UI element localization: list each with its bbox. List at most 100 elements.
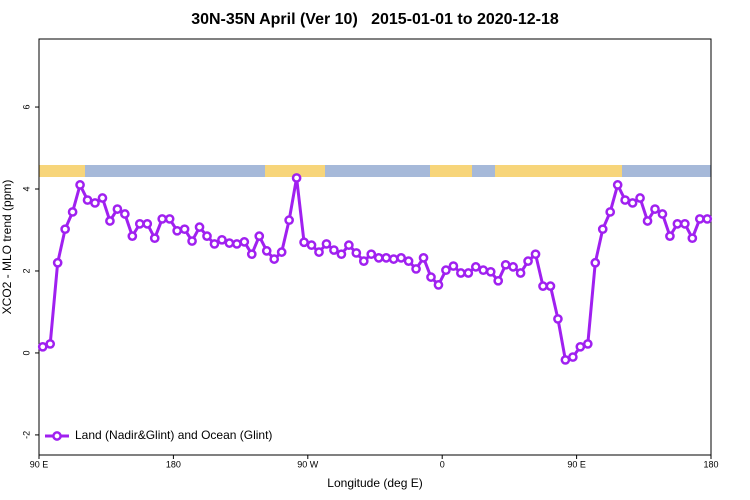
data-point xyxy=(232,239,242,249)
data-point xyxy=(665,231,675,241)
data-point xyxy=(172,225,182,236)
data-point xyxy=(575,341,586,352)
legend-label: Land (Nadir&Glint) and Ocean (Glint) xyxy=(75,428,272,442)
x-tick-label: 90 E xyxy=(567,459,586,469)
data-point xyxy=(456,268,466,278)
x-tick-label: 90 W xyxy=(297,459,319,469)
data-point xyxy=(134,218,145,229)
data-point xyxy=(538,281,548,291)
data-point xyxy=(209,239,220,249)
data-point xyxy=(202,231,212,241)
data-point xyxy=(657,209,668,219)
data-point xyxy=(463,268,474,278)
data-point xyxy=(627,198,638,208)
data-point xyxy=(590,257,601,268)
data-point xyxy=(373,253,384,263)
data-point xyxy=(246,249,257,260)
data-point xyxy=(366,249,377,260)
data-point xyxy=(687,233,698,244)
data-point xyxy=(560,355,571,365)
data-point xyxy=(45,339,56,349)
y-tick-label: 4 xyxy=(21,186,31,191)
y-tick-label: -2 xyxy=(21,431,31,439)
data-point xyxy=(582,339,593,349)
data-point xyxy=(224,238,235,248)
data-point xyxy=(418,253,429,263)
data-point xyxy=(411,264,421,274)
data-point xyxy=(67,207,78,217)
data-point xyxy=(441,265,451,276)
data-point xyxy=(396,253,406,263)
data-point xyxy=(344,240,354,251)
data-point xyxy=(269,254,280,264)
data-point xyxy=(381,253,392,263)
chart-title: 30N-35N April (Ver 10) 2015-01-01 to 202… xyxy=(191,11,559,28)
data-point xyxy=(60,224,70,235)
data-point xyxy=(291,173,302,183)
data-point xyxy=(605,207,616,217)
data-point xyxy=(568,352,578,362)
data-point xyxy=(694,214,705,224)
data-point xyxy=(97,193,108,203)
data-point xyxy=(680,218,690,229)
data-point xyxy=(530,249,541,260)
data-point xyxy=(276,247,287,257)
data-point xyxy=(299,237,309,248)
data-point xyxy=(500,259,511,270)
data-point xyxy=(329,245,339,255)
y-tick-label: 6 xyxy=(21,105,31,110)
data-point xyxy=(194,222,205,232)
y-tick-label: 0 xyxy=(21,350,31,355)
data-point xyxy=(388,254,399,264)
data-point xyxy=(508,262,518,272)
data-point xyxy=(120,209,130,219)
data-point xyxy=(620,195,630,205)
data-point xyxy=(523,256,533,266)
x-axis-label: Longitude (deg E) xyxy=(327,476,422,490)
plot-frame xyxy=(38,38,712,456)
data-point xyxy=(702,214,713,224)
data-point xyxy=(314,247,324,257)
data-point xyxy=(90,198,100,208)
data-point xyxy=(75,180,85,190)
legend-marker xyxy=(52,431,62,441)
data-point xyxy=(321,239,332,249)
data-point xyxy=(433,280,444,290)
data-point xyxy=(403,256,414,266)
data-point xyxy=(351,248,362,258)
data-point xyxy=(261,246,272,256)
data-point xyxy=(635,193,645,203)
data-point xyxy=(164,214,175,224)
data-point xyxy=(142,218,153,229)
x-tick-label: 90 E xyxy=(30,459,49,469)
land-ocean-strip xyxy=(39,165,711,177)
data-point xyxy=(672,218,683,229)
data-point xyxy=(545,281,556,291)
data-point xyxy=(239,237,250,247)
data-point xyxy=(426,272,436,282)
data-point xyxy=(493,275,504,286)
y-tick-label: 2 xyxy=(21,268,31,273)
data-point xyxy=(179,224,190,235)
data-point xyxy=(217,234,227,245)
data-point xyxy=(187,236,197,246)
data-point xyxy=(642,216,653,226)
data-point xyxy=(112,204,123,214)
data-point xyxy=(485,266,496,277)
data-point xyxy=(336,249,347,260)
y-axis-label: XCO2 - MLO trend (ppm) xyxy=(0,180,14,315)
data-point xyxy=(52,257,63,268)
data-point xyxy=(612,180,623,190)
data-point xyxy=(284,215,294,226)
x-tick-label: 180 xyxy=(703,459,718,469)
data-point xyxy=(105,216,115,226)
data-point xyxy=(306,240,317,251)
data-point xyxy=(82,195,93,205)
data-point xyxy=(37,341,48,352)
x-tick-label: 180 xyxy=(166,459,181,469)
data-point xyxy=(127,231,138,241)
data-point xyxy=(478,265,489,276)
data-point xyxy=(650,204,660,214)
data-point xyxy=(553,314,563,324)
